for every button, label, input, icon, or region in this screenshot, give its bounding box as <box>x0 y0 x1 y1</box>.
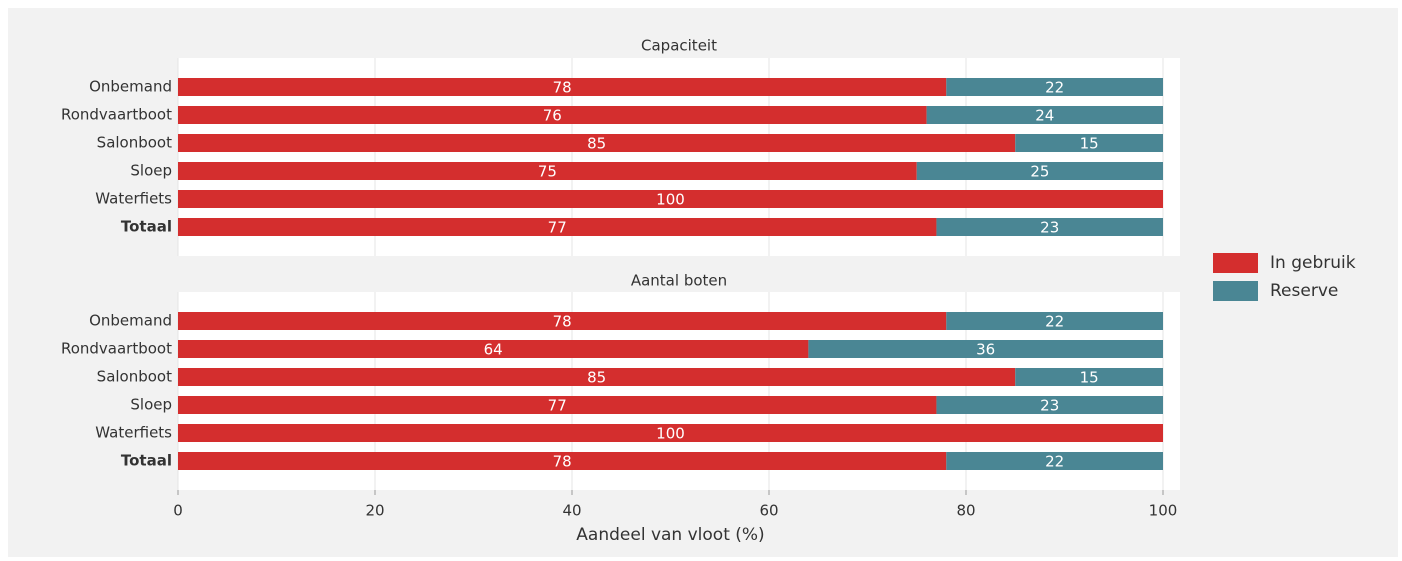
y-tick-label: Waterfiets <box>95 190 172 208</box>
data-label: 85 <box>587 369 606 387</box>
x-axis-label: Aandeel van vloot (%) <box>576 525 764 545</box>
bar-segment <box>1015 368 1163 386</box>
bar-segment <box>178 396 937 414</box>
bar-segment <box>178 218 937 236</box>
bar-segment <box>178 340 809 358</box>
x-tick-label: 20 <box>365 502 384 520</box>
data-label: 100 <box>656 425 685 443</box>
data-label: 76 <box>543 107 562 125</box>
bar-segment <box>1015 134 1163 152</box>
x-tick-label: 40 <box>562 502 581 520</box>
data-label: 24 <box>1035 107 1054 125</box>
bar-segment <box>178 134 1016 152</box>
bar-segment <box>178 162 917 180</box>
bar-segment <box>178 106 927 124</box>
y-tick-label: Totaal <box>121 218 172 236</box>
y-tick-label: Onbemand <box>89 78 172 96</box>
legend-swatch <box>1213 253 1258 273</box>
bar-segment <box>178 78 947 96</box>
panel-title: Aantal boten <box>631 272 727 290</box>
y-tick-label: Sloep <box>130 162 172 180</box>
x-tick-label: 100 <box>1149 502 1178 520</box>
y-tick-label: Salonboot <box>97 368 172 386</box>
bar-segment <box>936 396 1163 414</box>
legend-label: Reserve <box>1270 281 1338 301</box>
y-tick-label: Rondvaartboot <box>61 106 172 124</box>
x-tick-label: 60 <box>759 502 778 520</box>
legend-swatch <box>1213 281 1258 301</box>
y-tick-label: Rondvaartboot <box>61 340 172 358</box>
bar-segment <box>178 424 1163 442</box>
y-tick-label: Sloep <box>130 396 172 414</box>
bar-segment <box>178 190 1163 208</box>
bar-segment <box>926 106 1163 124</box>
data-label: 85 <box>587 135 606 153</box>
y-tick-label: Onbemand <box>89 312 172 330</box>
bar-segment <box>946 312 1163 330</box>
y-tick-label: Totaal <box>121 452 172 470</box>
data-label: 78 <box>553 453 572 471</box>
panel-title: Capaciteit <box>641 37 717 55</box>
data-label: 25 <box>1030 163 1049 181</box>
data-label: 15 <box>1080 369 1099 387</box>
legend-label: In gebruik <box>1270 253 1356 273</box>
data-label: 77 <box>548 219 567 237</box>
x-tick-label: 0 <box>173 502 183 520</box>
bar-segment <box>946 78 1163 96</box>
bar-segment <box>178 368 1016 386</box>
bar-segment <box>946 452 1163 470</box>
data-label: 78 <box>553 313 572 331</box>
data-label: 77 <box>548 397 567 415</box>
data-label: 36 <box>976 341 995 359</box>
data-label: 22 <box>1045 313 1064 331</box>
data-label: 23 <box>1040 397 1059 415</box>
data-label: 22 <box>1045 79 1064 97</box>
bar-segment <box>936 218 1163 236</box>
bar-segment <box>178 312 947 330</box>
data-label: 78 <box>553 79 572 97</box>
y-tick-label: Waterfiets <box>95 424 172 442</box>
data-label: 23 <box>1040 219 1059 237</box>
bar-segment <box>178 452 947 470</box>
data-label: 100 <box>656 191 685 209</box>
x-tick-label: 80 <box>956 502 975 520</box>
data-label: 15 <box>1080 135 1099 153</box>
bar-segment <box>808 340 1163 358</box>
data-label: 75 <box>538 163 557 181</box>
y-tick-label: Salonboot <box>97 134 172 152</box>
data-label: 64 <box>484 341 503 359</box>
data-label: 22 <box>1045 453 1064 471</box>
bar-segment <box>916 162 1163 180</box>
